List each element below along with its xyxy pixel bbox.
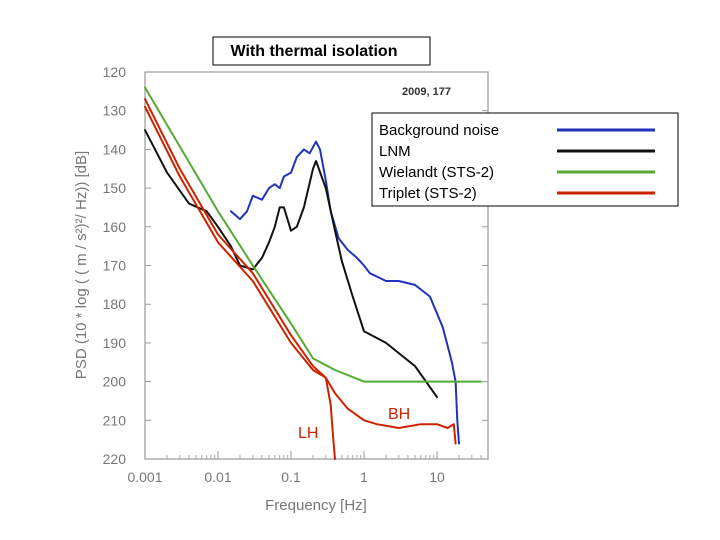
series-line-3 bbox=[144, 98, 457, 445]
x-tick-label: 0.001 bbox=[127, 469, 162, 485]
series-lines bbox=[144, 86, 482, 460]
band-label-bh: BH bbox=[388, 406, 410, 423]
x-tick-label: 10 bbox=[429, 469, 445, 485]
x-tick-label: 1 bbox=[360, 469, 368, 485]
series-line-2 bbox=[144, 86, 482, 383]
y-tick-label: 150 bbox=[103, 180, 127, 196]
y-tick-label: 130 bbox=[103, 103, 127, 119]
series-line-0 bbox=[229, 140, 460, 445]
band-label-lh: LH bbox=[298, 425, 318, 442]
y-tick-label: 160 bbox=[103, 219, 127, 235]
y-tick-label: 220 bbox=[103, 451, 127, 467]
series-line-4 bbox=[144, 105, 336, 460]
x-tick-label: 0.1 bbox=[281, 469, 301, 485]
x-axis-label: Frequency [Hz] bbox=[265, 497, 367, 514]
y-tick-label: 120 bbox=[103, 64, 127, 80]
series-line-1 bbox=[144, 129, 438, 399]
title-box bbox=[212, 36, 431, 66]
chart-annotation: 2009, 177 bbox=[402, 86, 451, 98]
legend-entry-label: LNM bbox=[379, 143, 411, 160]
legend: Background noise LNM Wielandt (STS-2) Tripl… bbox=[371, 112, 679, 207]
x-tick-label: 0.01 bbox=[204, 469, 231, 485]
legend-entry-label: Triplet (STS-2) bbox=[379, 185, 477, 202]
y-tick-label: 180 bbox=[103, 296, 127, 312]
legend-entry-label: Wielandt (STS-2) bbox=[379, 164, 494, 181]
y-tick-label: 210 bbox=[103, 412, 127, 428]
y-tick-label: 170 bbox=[103, 258, 127, 274]
legend-entry-label: Background noise bbox=[379, 122, 499, 139]
chart-title: With thermal isolation bbox=[231, 43, 398, 60]
y-tick-label: 200 bbox=[103, 374, 127, 390]
y-tick-label: 190 bbox=[103, 335, 127, 351]
y-axis-label: PSD (10 * log ( ( m / s²)²/ Hz)) [dB] bbox=[73, 151, 90, 379]
y-tick-label: 140 bbox=[103, 141, 127, 157]
